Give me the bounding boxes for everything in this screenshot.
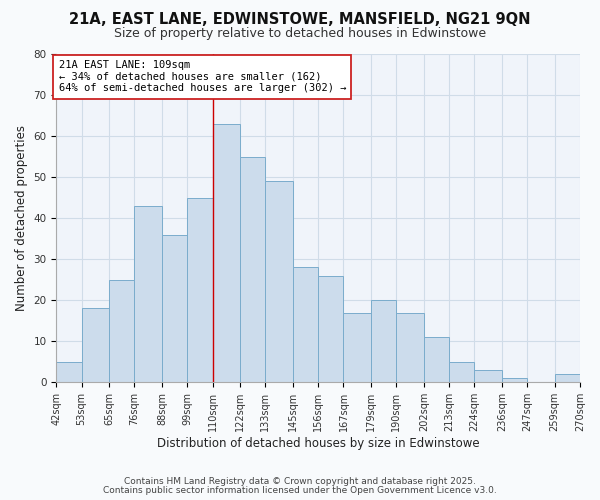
Y-axis label: Number of detached properties: Number of detached properties (15, 125, 28, 311)
Bar (449, 362, 475, 382)
Bar (82, 308, 109, 382)
Text: Contains public sector information licensed under the Open Government Licence v3: Contains public sector information licen… (103, 486, 497, 495)
Text: 21A, EAST LANE, EDWINSTOWE, MANSFIELD, NG21 9QN: 21A, EAST LANE, EDWINSTOWE, MANSFIELD, N… (69, 12, 531, 28)
Bar (424, 337, 449, 382)
Bar (318, 276, 343, 382)
Bar (56, 362, 82, 382)
Text: Size of property relative to detached houses in Edwinstowe: Size of property relative to detached ho… (114, 28, 486, 40)
Bar (502, 378, 527, 382)
Bar (212, 124, 240, 382)
Bar (134, 206, 162, 382)
Bar (396, 312, 424, 382)
Bar (293, 268, 318, 382)
Text: Contains HM Land Registry data © Crown copyright and database right 2025.: Contains HM Land Registry data © Crown c… (124, 477, 476, 486)
Bar (162, 234, 187, 382)
X-axis label: Distribution of detached houses by size in Edwinstowe: Distribution of detached houses by size … (157, 437, 479, 450)
Bar (187, 198, 212, 382)
Text: 21A EAST LANE: 109sqm
← 34% of detached houses are smaller (162)
64% of semi-det: 21A EAST LANE: 109sqm ← 34% of detached … (59, 60, 346, 94)
Bar (371, 300, 396, 382)
Bar (555, 374, 580, 382)
Bar (240, 156, 265, 382)
Bar (343, 312, 371, 382)
Bar (265, 181, 293, 382)
Bar (475, 370, 502, 382)
Bar (109, 280, 134, 382)
